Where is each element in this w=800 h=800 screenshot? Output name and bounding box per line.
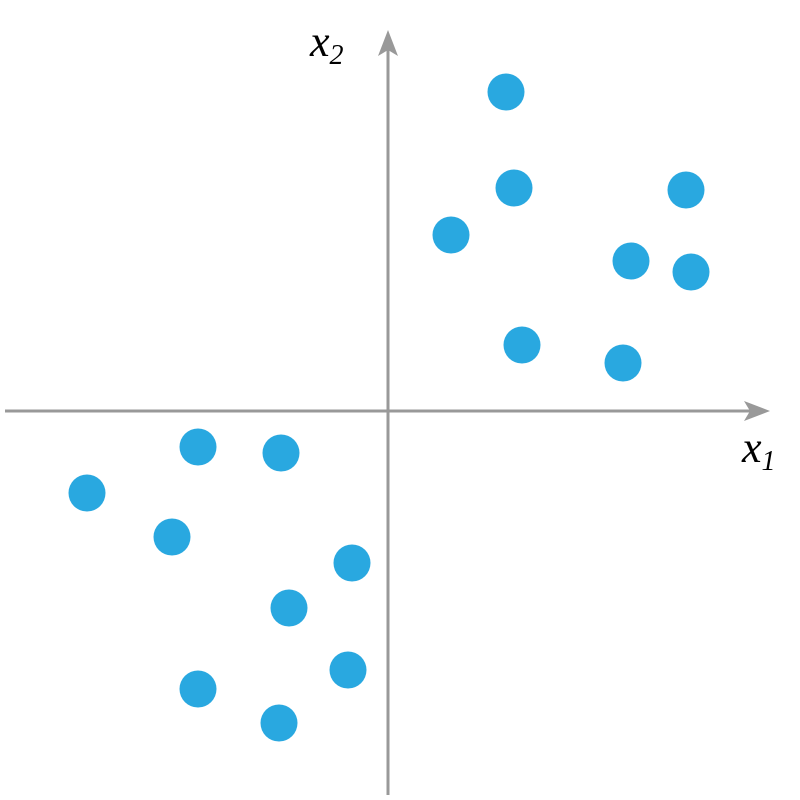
point: [503, 326, 541, 364]
point: [495, 169, 533, 207]
point: [604, 344, 642, 382]
x-axis-arrow: [744, 401, 770, 421]
point: [432, 216, 470, 254]
x-axis-label-sub: 1: [762, 446, 776, 477]
point: [260, 704, 298, 742]
x-axis-label-base: x: [741, 423, 762, 472]
point: [153, 518, 191, 556]
point: [487, 73, 525, 111]
y-axis-label: x2: [309, 17, 344, 71]
point: [68, 474, 106, 512]
point: [612, 242, 650, 280]
x-axis-label: x1: [741, 423, 776, 477]
point: [667, 171, 705, 209]
point: [179, 428, 217, 466]
point: [179, 670, 217, 708]
y-axis-arrow: [378, 30, 398, 56]
y-axis-label-sub: 2: [330, 40, 344, 71]
point: [672, 253, 710, 291]
point: [329, 651, 367, 689]
point: [262, 434, 300, 472]
point: [333, 544, 371, 582]
point: [270, 589, 308, 627]
y-axis-label-base: x: [309, 17, 330, 66]
